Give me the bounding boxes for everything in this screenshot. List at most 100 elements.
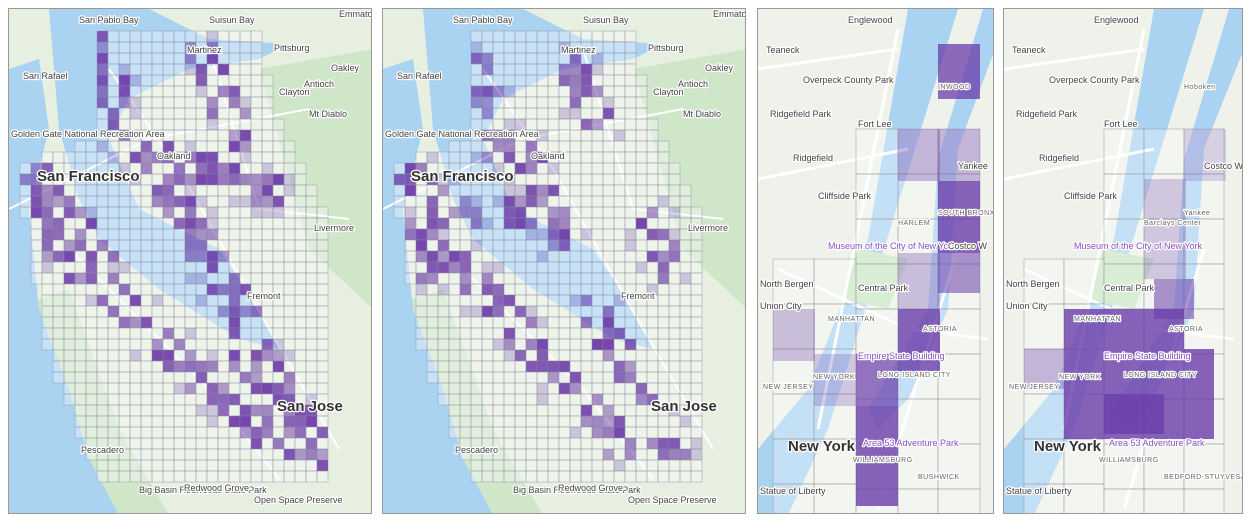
grid-cell	[140, 382, 153, 395]
grid-cell	[272, 459, 285, 472]
grid-cell	[635, 107, 648, 120]
grid-cell	[525, 184, 538, 197]
grid-cell	[261, 316, 274, 329]
grid-cell	[569, 338, 582, 351]
grid-cell	[173, 239, 186, 252]
grid-cell	[602, 195, 615, 208]
grid-cell	[690, 437, 703, 450]
grid-cell	[30, 184, 43, 197]
grid-cell	[151, 338, 164, 351]
grid-cell	[96, 30, 109, 43]
map-label: Costco W	[1204, 161, 1243, 171]
grid-cell	[195, 349, 208, 362]
grid-cell	[52, 206, 65, 219]
grid-cell	[525, 30, 538, 43]
grid-cell	[448, 261, 461, 274]
grid-cell	[503, 96, 516, 109]
grid-cell	[569, 261, 582, 274]
grid-cell	[657, 140, 670, 153]
grid-cell	[217, 316, 230, 329]
grid-cell	[536, 228, 549, 241]
grid-cell	[481, 52, 494, 65]
grid-cell	[151, 349, 164, 362]
grid-cell	[624, 382, 637, 395]
grid-cell	[206, 283, 219, 296]
grid-cell	[470, 360, 483, 373]
grid-cell	[52, 261, 65, 274]
grid-cell	[897, 443, 939, 490]
grid-cell	[283, 162, 296, 175]
grid-cell	[569, 107, 582, 120]
grid-cell	[492, 283, 505, 296]
grid-cell	[481, 140, 494, 153]
map-label: San Rafael	[397, 71, 442, 81]
grid-cell	[250, 118, 263, 131]
grid-cell	[613, 151, 626, 164]
grid-cell	[624, 228, 637, 241]
grid-cell	[536, 415, 549, 428]
grid-cell	[525, 74, 538, 87]
grid-cell	[239, 63, 252, 76]
grid-cell	[228, 360, 241, 373]
grid-cell	[261, 195, 274, 208]
grid-cell	[195, 184, 208, 197]
grid-cell	[547, 261, 560, 274]
grid-cell	[514, 305, 527, 318]
grid-cell	[272, 426, 285, 439]
grid-cell	[129, 316, 142, 329]
grid-cell	[558, 206, 571, 219]
grid-cell	[118, 30, 131, 43]
grid-cell	[217, 151, 230, 164]
grid-cell	[679, 360, 692, 373]
grid-cell	[96, 96, 109, 109]
grid-cell	[118, 140, 131, 153]
grid-cell	[602, 448, 615, 461]
grid-cell	[503, 360, 516, 373]
grid-cell	[624, 250, 637, 263]
grid-cell	[173, 206, 186, 219]
grid-cell	[624, 459, 637, 472]
grid-cell	[635, 316, 648, 329]
grid-cell	[624, 129, 637, 142]
grid-cell	[657, 217, 670, 230]
grid-cell	[118, 316, 131, 329]
grid-cell	[118, 382, 131, 395]
grid-cell	[228, 173, 241, 186]
grid-cell	[261, 272, 274, 285]
grid-cell	[690, 316, 703, 329]
grid-cell	[85, 393, 98, 406]
grid-cell	[613, 437, 626, 450]
grid-cell	[74, 316, 87, 329]
grid-cell	[52, 371, 65, 384]
grid-cell	[459, 195, 472, 208]
grid-cell	[41, 228, 54, 241]
grid-cell	[569, 393, 582, 406]
grid-cell	[437, 184, 450, 197]
grid-cell	[503, 349, 516, 362]
grid-cell	[679, 448, 692, 461]
grid-cell	[404, 272, 417, 285]
grid-cell	[613, 85, 626, 98]
grid-cell	[261, 338, 274, 351]
grid-cell	[85, 195, 98, 208]
grid-cell	[316, 426, 329, 439]
grid-cell	[140, 162, 153, 175]
grid-cell	[514, 349, 527, 362]
grid-cell	[107, 239, 120, 252]
grid-cell	[206, 85, 219, 98]
grid-cell	[118, 184, 131, 197]
grid-cell	[602, 459, 615, 472]
map-label: Oakland	[531, 151, 565, 161]
grid-cell	[1063, 258, 1105, 305]
grid-cell	[195, 426, 208, 439]
grid-cell	[96, 250, 109, 263]
grid-cell	[558, 30, 571, 43]
grid-cell	[283, 239, 296, 252]
grid-cell	[63, 151, 76, 164]
grid-cell	[261, 151, 274, 164]
grid-cell	[668, 250, 681, 263]
grid-cell	[63, 294, 76, 307]
grid-cell	[580, 305, 593, 318]
grid-cell	[107, 261, 120, 274]
